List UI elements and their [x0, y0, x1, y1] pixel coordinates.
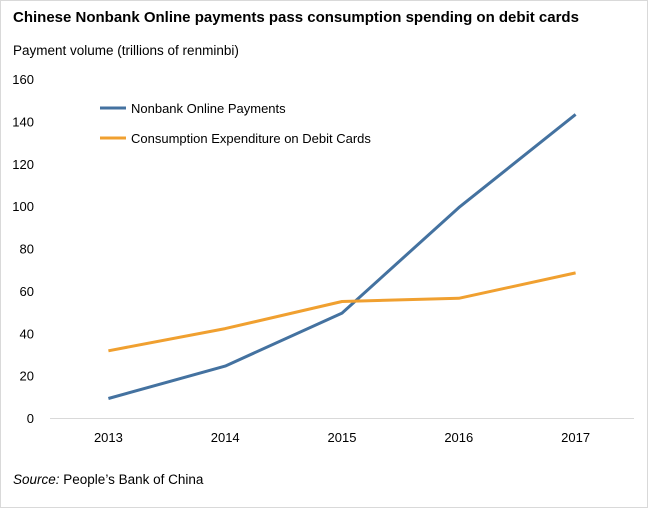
y-tick-label-60: 60 — [20, 284, 34, 299]
x-tick-label-2015: 2015 — [328, 430, 357, 445]
y-tick-label-100: 100 — [12, 199, 34, 214]
series-line-1 — [107, 113, 577, 400]
chart-title: Chinese Nonbank Online payments pass con… — [13, 9, 579, 26]
legend-label-2: Consumption Expenditure on Debit Cards — [131, 131, 371, 146]
x-tick-label-2016: 2016 — [444, 430, 473, 445]
y-tick-label-120: 120 — [12, 157, 34, 172]
x-tick-label-2013: 2013 — [94, 430, 123, 445]
x-tick-label-2017: 2017 — [561, 430, 590, 445]
y-axis-label: Payment volume (trillions of renminbi) — [13, 43, 239, 58]
y-tick-label-80: 80 — [20, 242, 34, 257]
x-tick-label-2014: 2014 — [211, 430, 240, 445]
y-tick-label-160: 160 — [12, 72, 34, 87]
source-note: Source: People’s Bank of China — [13, 472, 203, 487]
legend-label-1: Nonbank Online Payments — [131, 101, 286, 116]
y-tick-label-20: 20 — [20, 369, 34, 384]
source-text: People’s Bank of China — [59, 472, 204, 487]
y-tick-label-0: 0 — [27, 411, 34, 426]
series-line-2 — [108, 271, 576, 353]
y-tick-label-40: 40 — [20, 326, 34, 341]
source-prefix: Source: — [13, 472, 60, 487]
y-tick-label-140: 140 — [12, 114, 34, 129]
